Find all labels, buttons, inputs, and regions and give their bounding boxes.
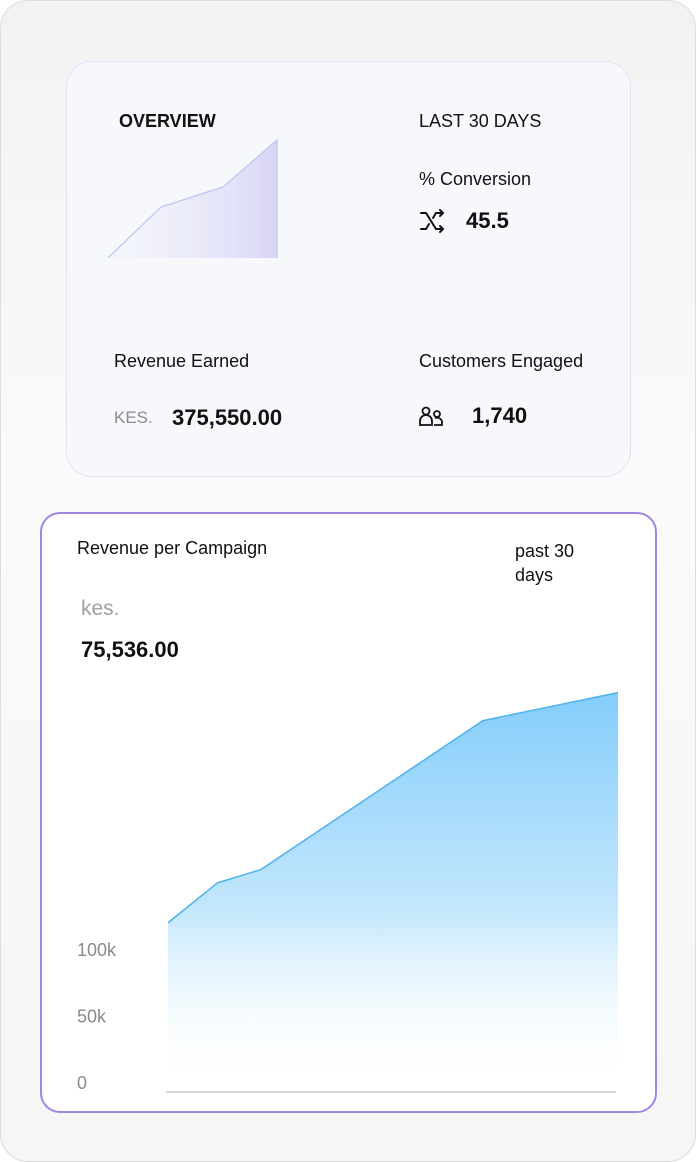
conversion-label: % Conversion [419, 169, 532, 189]
people-icon [419, 406, 443, 426]
line [167, 691, 619, 924]
campaign-period: past 30 days [515, 541, 575, 585]
shuffle-icon [420, 209, 445, 233]
campaign-value: 75,536.00 [81, 637, 179, 662]
y-tick-label: 50k [77, 1006, 107, 1026]
area [168, 692, 618, 1089]
overview-card [66, 61, 631, 477]
y-tick-label: 0 [77, 1073, 87, 1093]
sparkline [107, 138, 278, 259]
campaign-title: Revenue per Campaign [77, 538, 268, 558]
revenue-label: Revenue Earned [114, 351, 250, 371]
revenue-currency: KES. [114, 408, 153, 427]
conversion-value: 45.5 [466, 208, 509, 233]
revenue-value: 375,550.00 [172, 405, 283, 430]
customers-label: Customers Engaged [419, 351, 584, 371]
campaign-currency: kes. [81, 597, 120, 620]
customers-value: 1,740 [472, 403, 528, 428]
period: LAST 30 DAYS [419, 111, 542, 131]
overview-title: OVERVIEW [119, 111, 216, 131]
y-tick-label: 100k [77, 940, 117, 960]
sparkline-area [108, 140, 277, 258]
